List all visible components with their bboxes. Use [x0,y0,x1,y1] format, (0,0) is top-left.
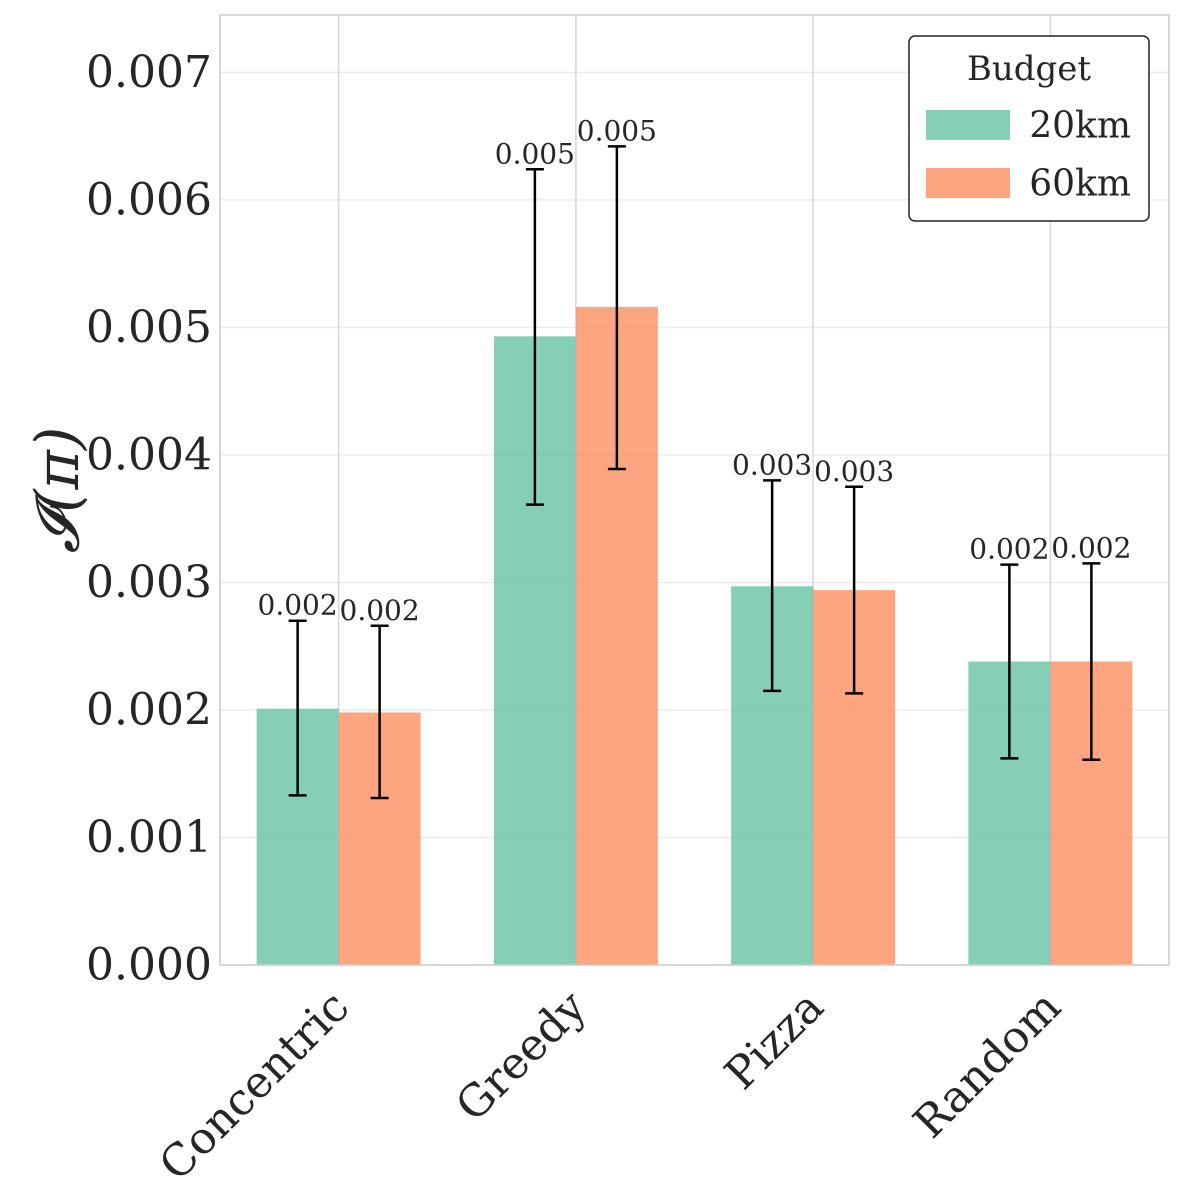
error-bar [1000,563,1019,760]
legend-swatch [926,110,1010,140]
y-tick-labels: 0.000 0.001 0.002 0.003 0.004 0.005 0.006 0.007 [86,47,212,991]
data-label: 0.005 [577,114,657,147]
y-tick-label: 0.007 [86,47,212,98]
data-label: 0.002 [1051,531,1131,564]
x-tick-label: Random [904,981,1071,1148]
legend-swatch [926,168,1010,198]
legend-title: Budget [967,49,1092,89]
y-tick-label: 0.005 [86,302,212,353]
data-label: 0.002 [340,594,420,627]
y-tick-label: 0.001 [86,812,212,863]
x-tick-label: Greedy [446,981,596,1131]
y-axis-label: 𝓘(π) [23,427,93,554]
legend-items: 20km 60km [926,106,1131,205]
legend: Budget 20km 60km [908,35,1150,222]
error-bar [370,624,389,800]
x-tick-label: Concentric [150,981,359,1185]
error-bar [525,168,544,506]
data-label: 0.003 [732,448,812,481]
data-label: 0.002 [258,589,338,622]
y-tick-label: 0.006 [86,174,212,225]
legend-item: 60km [926,164,1131,205]
y-tick-label: 0.003 [86,557,212,608]
error-bar [1082,562,1101,761]
legend-label: 60km [1029,164,1131,205]
legend-item: 20km [926,106,1131,147]
error-bar [763,479,782,693]
x-tick-labels: Concentric Greedy Pizza Random [150,981,1071,1185]
x-tick-label: Pizza [715,981,833,1099]
error-bars [288,145,1101,800]
error-bar [845,485,864,695]
error-bar [288,619,307,797]
data-label: 0.003 [814,455,894,488]
data-label: 0.005 [495,137,575,170]
y-tick-label: 0.004 [86,429,212,480]
legend-label: 20km [1029,106,1131,147]
y-tick-label: 0.000 [86,940,212,991]
data-label: 0.002 [969,533,1049,566]
plot-frame [219,14,1170,966]
bars [256,307,1133,965]
error-bar [607,145,626,471]
y-tick-label: 0.002 [86,684,212,735]
